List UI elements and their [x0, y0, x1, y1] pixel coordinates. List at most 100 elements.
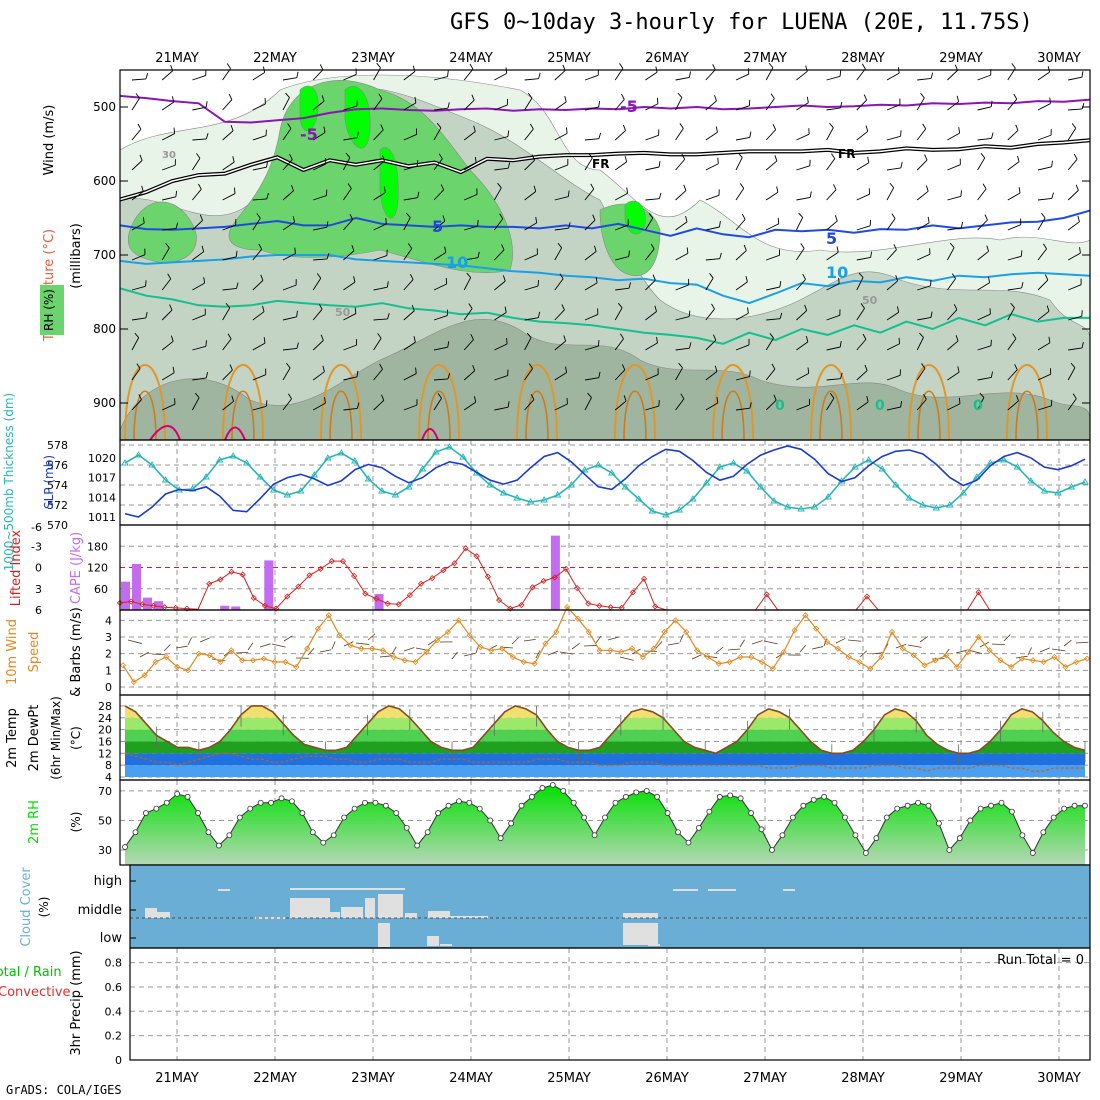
wind-barb-flag	[349, 213, 354, 220]
rh2m-tick-label: 70	[98, 785, 112, 798]
rh2m-point	[904, 802, 911, 809]
temp-bands	[125, 705, 1085, 777]
wind-barb-flag	[619, 333, 624, 340]
precip-frame	[129, 947, 1091, 1061]
wind-barb-flag	[321, 95, 325, 102]
thickness-point	[756, 483, 765, 490]
wind-speed-point	[217, 658, 224, 666]
wind-barbs-upper	[131, 62, 1085, 411]
wind-barb-flag	[840, 372, 843, 379]
wind-barb	[192, 138, 207, 141]
wind-barb-flag	[557, 242, 563, 249]
isotherm-arch-inner	[721, 390, 745, 441]
wind-barb-flag	[1049, 97, 1051, 104]
wind-barb	[856, 401, 869, 411]
rh2m-point	[1061, 805, 1068, 812]
wind-barb-flag	[836, 246, 839, 253]
wind-barb	[796, 248, 805, 261]
wind-barb-flag	[266, 193, 269, 200]
wind-barb	[856, 193, 870, 201]
wind-barb	[252, 248, 263, 261]
isotherm-line	[119, 209, 1091, 239]
wind-barb	[584, 397, 592, 411]
wind-barb	[222, 307, 231, 321]
wind-barb	[886, 218, 896, 231]
wind-barb	[554, 278, 564, 291]
wind-barb	[615, 287, 630, 291]
wind-speed-point	[423, 648, 430, 656]
wind-barb	[554, 70, 566, 81]
page-title: GFS 0~10day 3-hourly for LUENA (20E, 11.…	[450, 10, 1033, 35]
wind-barb-flag	[326, 253, 330, 260]
lifted-axis-label: Lifted Index	[9, 529, 24, 606]
rh2m-point	[268, 799, 274, 806]
wind-speed-point	[997, 657, 1004, 664]
wind-barb-flag	[294, 247, 296, 254]
wind-barb-flag	[747, 307, 749, 314]
wind-barb-flag	[806, 96, 809, 103]
wind-barb	[464, 225, 478, 231]
wind-barb	[796, 102, 809, 111]
wind-barb	[252, 217, 261, 231]
wind-barb	[955, 649, 967, 654]
wind-barb-flag	[145, 312, 148, 319]
wind-barb	[554, 164, 569, 171]
wind-barb	[1007, 255, 1022, 261]
wind-barb	[645, 311, 657, 321]
wind-barb-flag	[714, 95, 717, 102]
wind-speed-point	[119, 662, 127, 669]
wind-barb	[691, 654, 702, 660]
wind-barb-flag	[326, 221, 329, 228]
wind-barb	[559, 651, 574, 655]
wind-barb	[847, 639, 862, 642]
wind-barb-flag	[345, 152, 351, 158]
wind-barb	[735, 73, 749, 81]
thickness-point	[945, 501, 954, 508]
rh2m-point	[289, 798, 295, 805]
wind-barb	[252, 198, 267, 201]
wind-barb-flag	[1041, 212, 1046, 219]
wind-speed-point	[953, 663, 961, 671]
wind-barb-flag	[654, 305, 657, 312]
cloud-bar	[673, 889, 698, 891]
wind-barb-flag	[316, 273, 322, 279]
wind-barb-flag	[800, 243, 805, 249]
wind-barb	[614, 99, 625, 111]
footer-credit: GrADS: COLA/IGES	[6, 1083, 122, 1097]
thickness-point	[161, 476, 170, 483]
wind-barb	[856, 99, 867, 111]
wind-barb-flag	[533, 185, 537, 192]
wind-barb-flag	[324, 397, 326, 404]
wind-barb	[856, 162, 869, 171]
wind-barb	[524, 254, 538, 261]
wind-barb	[192, 75, 206, 81]
wind-barb-flag	[170, 335, 174, 342]
wind-barb-flag	[595, 276, 598, 283]
thickness-point	[148, 461, 156, 468]
wind-barb-flag	[1081, 103, 1085, 110]
wind-barb	[1027, 647, 1032, 656]
cape-bar	[154, 601, 164, 610]
wind-barb	[856, 68, 866, 81]
wind-barb	[131, 337, 140, 351]
wind-barb	[1051, 648, 1066, 652]
wind-barb	[571, 642, 580, 650]
wind-barb	[312, 100, 325, 111]
lifted-index-point	[183, 605, 190, 612]
rh2m-point	[956, 835, 963, 842]
rh2m-point	[852, 832, 859, 839]
wind10-axis-label: 10m Wind	[5, 619, 20, 685]
lifted-index-point	[273, 605, 280, 612]
wind-barb	[524, 78, 539, 81]
lifted-index-point	[406, 592, 413, 599]
temp-axis-label: 2m Temp	[5, 708, 20, 768]
wind10m-frame	[119, 609, 1091, 696]
wind-barb-flag	[979, 392, 985, 398]
thickness-point	[918, 501, 927, 508]
wind-barb	[247, 642, 254, 651]
wind-barb-flag	[921, 363, 926, 369]
wind-barb-flag	[167, 273, 172, 280]
wind-barb	[524, 159, 535, 171]
wind-barb	[886, 249, 897, 261]
wind-barb-flag	[650, 243, 655, 250]
